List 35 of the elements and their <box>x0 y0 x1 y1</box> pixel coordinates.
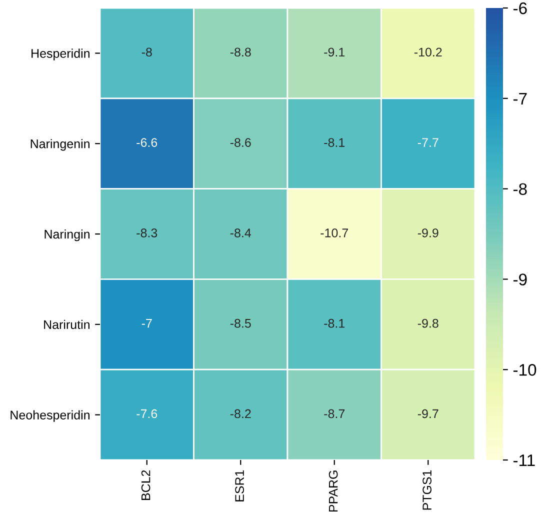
y-tick-label: Naringin <box>44 229 90 242</box>
data-label: -7.6 <box>136 409 158 418</box>
data-label: -8 <box>142 48 152 57</box>
x-tick-label: BCL2 <box>141 470 150 500</box>
data-label: -8.3 <box>136 228 158 238</box>
data-label: -8.2 <box>230 409 251 418</box>
data-label: -9.1 <box>324 48 345 57</box>
color-bar-label: -6 <box>513 2 527 14</box>
x-tick-label: ESR1 <box>235 470 244 502</box>
color-bar-label: -7 <box>513 92 527 104</box>
data-label: -9.7 <box>418 409 438 418</box>
data-label: -8.7 <box>324 409 345 418</box>
data-label: -7.7 <box>418 138 438 147</box>
y-tick-label: Neohesperidin <box>10 410 90 422</box>
color-bar-label: -9 <box>513 274 527 286</box>
color-bar-label: -11 <box>513 454 535 466</box>
x-tick-label: PPARG <box>328 470 338 512</box>
y-tick-label: Hesperidin <box>32 48 90 60</box>
color-bar-label: -8 <box>513 183 527 196</box>
data-label: -8.1 <box>324 318 345 328</box>
data-label: -7 <box>142 319 152 328</box>
data-label: -8.5 <box>230 318 251 328</box>
data-label: -9.9 <box>418 228 438 238</box>
data-label: -10.2 <box>414 48 442 57</box>
x-tick-label: PTGS1 <box>422 470 432 510</box>
data-label: -8.8 <box>230 48 251 57</box>
y-tick-label: Naringenin <box>30 139 90 151</box>
data-label: -6.6 <box>136 138 158 147</box>
data-label: -10.7 <box>320 228 348 238</box>
color-bar-label: -10 <box>513 364 536 376</box>
y-tick-label: Narirutin <box>44 320 90 330</box>
data-label: -8.1 <box>324 138 345 147</box>
data-label: -8.4 <box>230 228 252 238</box>
data-label: -8.6 <box>230 138 251 147</box>
data-label: -9.8 <box>418 318 438 328</box>
